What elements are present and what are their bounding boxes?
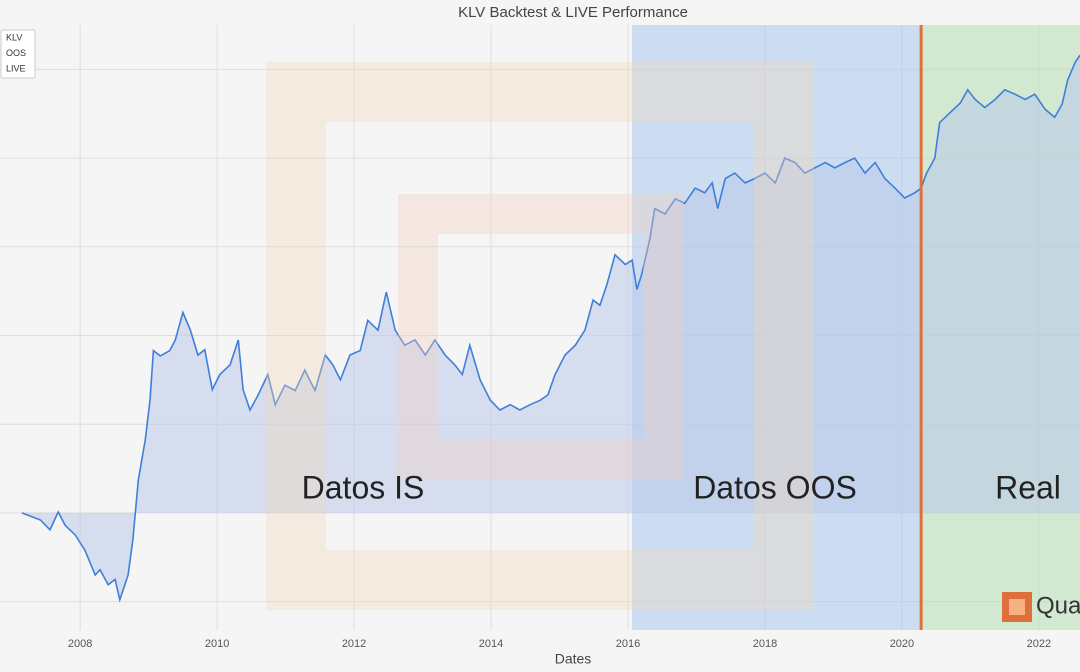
legend-box: [0, 29, 36, 79]
x-tick-label: 2010: [205, 638, 229, 650]
watermark-square: [266, 62, 814, 610]
watermark-square: [398, 194, 683, 479]
logo-icon: [1009, 599, 1025, 615]
x-tick-label: 2012: [342, 638, 366, 650]
area: [21, 55, 1080, 600]
chart-title: KLV Backtest & LIVE Performance: [458, 4, 688, 21]
region-label: Datos IS: [302, 469, 425, 505]
legend-entry: LIVE: [6, 63, 26, 73]
region-label: Real: [995, 469, 1061, 505]
x-tick-label: 2016: [616, 638, 640, 650]
x-axis-label: Dates: [555, 651, 592, 667]
x-tick-label: 2022: [1027, 638, 1051, 650]
watermark-shapes: [266, 62, 814, 610]
legend-entry: KLV: [6, 32, 22, 42]
legend-entry: OOS: [6, 48, 26, 58]
x-tick-label: 2008: [68, 638, 92, 650]
plot-area: [0, 25, 1080, 630]
x-tick-label: 2014: [479, 638, 503, 650]
region-label: Datos OOS: [693, 469, 857, 505]
line: [21, 54, 1080, 603]
watermark: Qua: [1036, 592, 1080, 619]
x-tick-label: 2018: [753, 638, 777, 650]
x-tick-label: 2020: [890, 638, 914, 650]
